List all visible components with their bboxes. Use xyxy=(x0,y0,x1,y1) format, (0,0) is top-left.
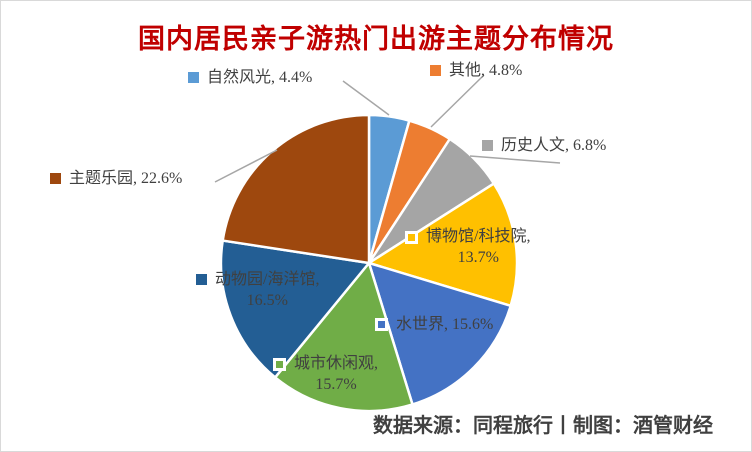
data-label-text: 城市休闲观, xyxy=(294,355,379,372)
data-label-text: 博物馆/科技院, xyxy=(426,228,531,245)
data-label-other: 其他, 4.8% xyxy=(430,60,522,81)
legend-key-theme-park xyxy=(50,173,61,184)
data-label-zoo-aquarium: 动物园/海洋馆, 16.5% xyxy=(196,269,346,311)
pie-slice-7 xyxy=(219,239,371,379)
data-label-value: 13.7% xyxy=(457,249,499,266)
pie-slice-5 xyxy=(367,261,512,406)
data-label-value: 15.7% xyxy=(315,376,357,393)
pie-slice-4 xyxy=(367,182,519,308)
data-label-history: 历史人文, 6.8% xyxy=(482,135,606,156)
data-label-text: 自然风光, 4.4% xyxy=(207,69,313,86)
data-label-urban-leisure: 城市休闲观, 15.7% xyxy=(273,353,403,395)
leader-line-theme-park xyxy=(214,149,278,183)
leader-line-other xyxy=(430,74,485,128)
legend-key-other xyxy=(430,65,441,76)
pie-slice-6 xyxy=(273,261,414,413)
legend-key-museum xyxy=(405,231,418,244)
leader-line-history xyxy=(469,155,561,164)
data-label-text: 其他, 4.8% xyxy=(449,62,523,79)
data-label-natural-scenery: 自然风光, 4.4% xyxy=(188,67,312,88)
chart-title: 国内居民亲子游热门出游主题分布情况 xyxy=(138,24,614,54)
data-label-text: 历史人文, 6.8% xyxy=(501,137,607,154)
pie-slice-8 xyxy=(221,113,371,265)
data-label-value: 16.5% xyxy=(246,292,288,309)
data-label-text: 动物园/海洋馆, xyxy=(215,271,320,288)
legend-key-history xyxy=(482,140,493,151)
data-label-text: 主题乐园, 22.6% xyxy=(69,170,183,187)
legend-key-natural-scenery xyxy=(188,72,199,83)
data-label-museum: 博物馆/科技院, 13.7% xyxy=(405,226,620,268)
pie-slices-group xyxy=(219,113,519,413)
legend-key-urban-leisure xyxy=(273,358,286,371)
data-label-theme-park: 主题乐园, 22.6% xyxy=(50,168,182,189)
leader-line-natural-scenery xyxy=(342,80,390,116)
data-label-water-world: 水世界, 15.6% xyxy=(375,314,493,335)
legend-key-zoo-aquarium xyxy=(196,274,207,285)
source-note: 数据来源：同程旅行丨制图：酒管财经 xyxy=(373,415,713,437)
data-label-text: 水世界, 15.6% xyxy=(396,316,494,333)
legend-key-water-world xyxy=(375,318,388,331)
